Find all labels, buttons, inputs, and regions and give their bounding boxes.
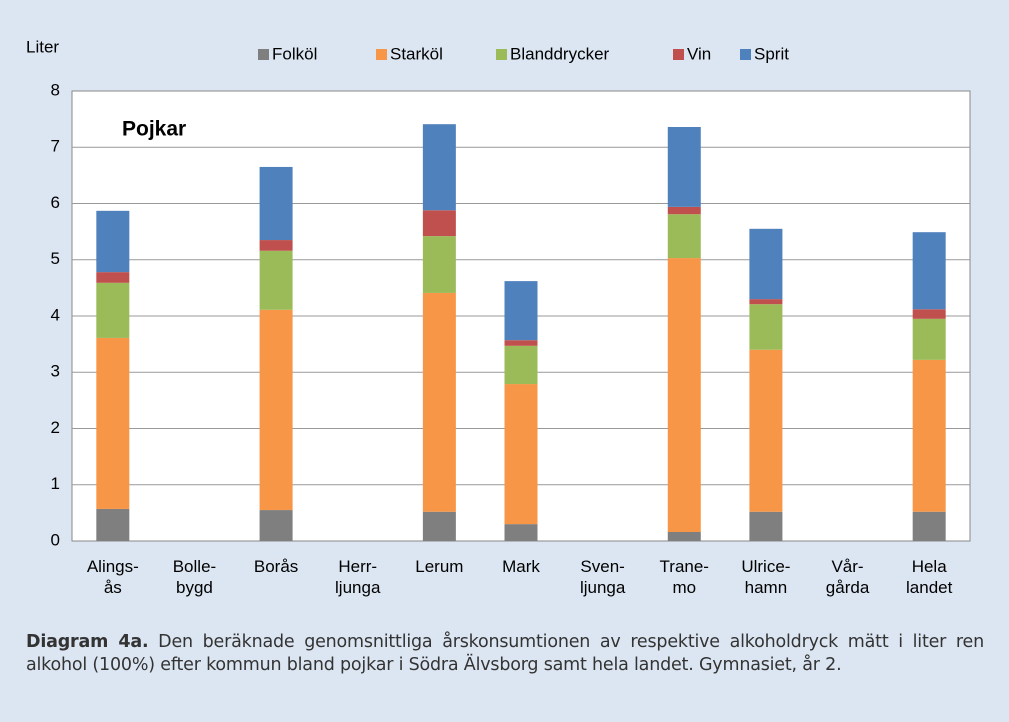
bar-segment — [96, 508, 130, 541]
bar-segment — [422, 511, 456, 541]
x-tick-line: Herr- — [338, 557, 377, 576]
legend-swatch — [496, 49, 507, 60]
x-tick-label: Lerum — [415, 557, 463, 576]
bar-segment — [912, 359, 946, 512]
bar-segment — [259, 240, 293, 251]
x-tick-line: Hela — [912, 557, 948, 576]
bar-segment — [667, 532, 701, 541]
bar-segment — [96, 272, 130, 283]
bar-segment — [422, 292, 456, 512]
x-tick-label: Hela landet — [906, 557, 953, 597]
caption-label: Diagram 4a. — [26, 632, 149, 652]
legend-label: Vin — [687, 44, 711, 63]
bar-segment — [749, 304, 783, 350]
bar-segment — [504, 384, 538, 525]
bar-segment — [422, 210, 456, 237]
y-tick-label: 3 — [51, 362, 60, 381]
bar-segment — [912, 309, 946, 319]
bar-segment — [259, 250, 293, 310]
x-tick-label: Herr-ljunga — [335, 557, 381, 597]
bar-segment — [749, 228, 783, 300]
bar-segment — [504, 281, 538, 341]
x-tick-label: Bolle-bygd — [173, 557, 216, 597]
legend-swatch — [740, 49, 751, 60]
legend-label: Folköl — [272, 44, 317, 63]
bar-segment — [259, 510, 293, 541]
y-axis-label: Liter — [26, 37, 59, 56]
legend-swatch — [673, 49, 684, 60]
x-tick-label: Mark — [502, 557, 540, 576]
x-tick-label: Trane-mo — [660, 557, 709, 597]
x-tick-line: Borås — [254, 557, 298, 576]
bar-segment — [667, 127, 701, 207]
x-tick-line: ås — [104, 578, 122, 597]
caption: Diagram 4a. Den beräknade genomsnittliga… — [26, 631, 984, 677]
y-tick-label: 0 — [51, 530, 60, 549]
bar-segment — [96, 210, 130, 273]
x-tick-line: Vår- — [831, 557, 863, 576]
bar-segment — [912, 511, 946, 541]
bar-segment — [667, 214, 701, 259]
bar-segment — [912, 232, 946, 310]
annotation: Pojkar — [122, 118, 186, 141]
chart: Liter Pojkar 0 1 2 3 4 5 6 7 8 Folköl Starköl Bland… — [26, 37, 971, 597]
x-tick-line: hamn — [745, 578, 788, 597]
x-tick-label: Vår-gårda — [826, 557, 870, 597]
bar-segment — [667, 258, 701, 532]
y-tick-label: 6 — [51, 193, 60, 212]
legend-swatch — [258, 49, 269, 60]
x-tick-line: ljunga — [335, 578, 381, 597]
x-tick-line: Lerum — [415, 557, 463, 576]
bar-segment — [504, 524, 538, 541]
bar-segment — [504, 340, 538, 346]
x-tick-line: Ulrice- — [741, 557, 790, 576]
x-tick-label: Alings-ås — [87, 557, 139, 597]
x-tick-label: Ulrice-hamn — [741, 557, 790, 597]
bar-segment — [259, 166, 293, 241]
y-tick-label: 2 — [51, 418, 60, 437]
x-tick-line: bygd — [176, 578, 213, 597]
bar-segment — [96, 282, 130, 338]
bar-segment — [667, 206, 701, 215]
x-tick-label: Borås — [254, 557, 298, 576]
x-tick-line: Alings- — [87, 557, 139, 576]
legend-label: Starköl — [390, 44, 443, 63]
y-tick-label: 5 — [51, 249, 60, 268]
x-tick-line: Trane- — [660, 557, 709, 576]
y-tick-label: 1 — [51, 474, 60, 493]
caption-text: Den beräknade genomsnittliga årskonsumti… — [26, 632, 984, 675]
x-tick-line: Sven- — [580, 557, 624, 576]
x-tick-label: Sven-ljunga — [580, 557, 626, 597]
x-tick-line: Mark — [502, 557, 540, 576]
x-tick-line: mo — [672, 578, 696, 597]
bar-segment — [422, 236, 456, 293]
bar-segment — [96, 337, 130, 509]
x-tick-line: gårda — [826, 578, 870, 597]
y-tick-label: 7 — [51, 137, 60, 156]
legend-label: Blanddrycker — [510, 44, 610, 63]
y-tick-label: 4 — [51, 305, 60, 324]
y-tick-label: 8 — [51, 80, 60, 99]
bar-segment — [504, 345, 538, 385]
bar-segment — [749, 299, 783, 305]
bar-segment — [912, 318, 946, 360]
bar-segment — [422, 124, 456, 211]
legend-swatch — [376, 49, 387, 60]
x-tick-line: ljunga — [580, 578, 626, 597]
x-tick-line: landet — [906, 578, 953, 597]
bar-segment — [749, 349, 783, 512]
legend-label: Sprit — [754, 44, 789, 63]
bar-segment — [749, 511, 783, 541]
bar-segment — [259, 309, 293, 511]
x-tick-line: Bolle- — [173, 557, 216, 576]
